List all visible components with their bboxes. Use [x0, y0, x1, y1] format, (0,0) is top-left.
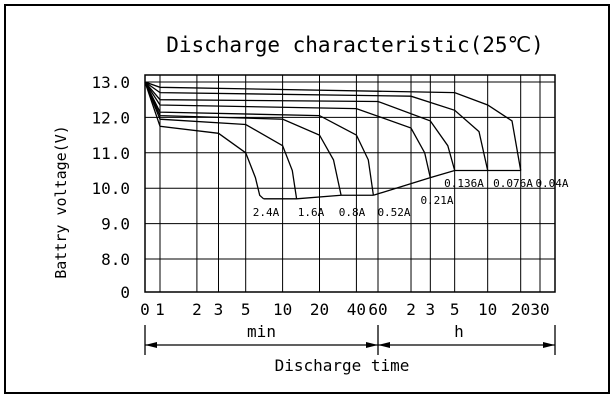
series-label: 2.4A	[253, 206, 280, 219]
series-label: 0.8A	[339, 206, 366, 219]
x-tick-label: 5	[450, 300, 460, 319]
x-tick-label: 0	[140, 300, 150, 319]
x-tick-label: 3	[426, 300, 436, 319]
y-axis-label: Battry voltage(V)	[52, 125, 70, 279]
x-tick-label: 2	[406, 300, 416, 319]
x-tick-label: 60	[368, 300, 387, 319]
y-tick-label: 0	[120, 283, 130, 302]
curve-0.076A	[144, 81, 489, 171]
arrowhead	[145, 342, 157, 348]
series-label: 0.21A	[420, 194, 453, 207]
x-tick-label: 20	[511, 300, 530, 319]
curve-0.8A	[144, 81, 342, 196]
y-tick-label: 10.0	[91, 179, 130, 198]
arrowhead	[366, 342, 378, 348]
series-label: 1.6A	[298, 206, 325, 219]
y-tick-label: 12.0	[91, 108, 130, 127]
cutoff-line-min	[263, 194, 374, 200]
x-tick-label: 3	[214, 300, 224, 319]
curves	[144, 81, 522, 200]
series-label: 0.136A	[444, 177, 484, 190]
x-tick-label: 2	[192, 300, 202, 319]
y-tick-label: 13.0	[91, 73, 130, 92]
y-tick-label: 8.0	[101, 250, 130, 269]
x-sections: min h	[144, 322, 556, 355]
series-label: 0.076A	[493, 177, 533, 190]
x-ticks: 0 1 2 3 5 10 20 40 60 2 3 5 10 20 30	[140, 300, 549, 319]
x-axis-label: Discharge time	[275, 356, 410, 375]
x-tick-label: 30	[530, 300, 549, 319]
x-tick-label: 20	[310, 300, 329, 319]
cutoff-line-h	[373, 169, 521, 196]
x-tick-label: 10	[273, 300, 292, 319]
series-labels: 2.4A 1.6A 0.8A 0.52A 0.21A 0.136A 0.076A 0.04A	[253, 177, 569, 219]
chart-frame	[4, 4, 610, 394]
y-tick-label: 9.0	[101, 215, 130, 234]
x-tick-label: 1	[155, 300, 165, 319]
section-label: h	[454, 322, 464, 341]
x-tick-label: 5	[241, 300, 251, 319]
curve-0.21A	[144, 81, 431, 178]
y-ticks: 0 8.0 9.0 10.0 11.0 12.0 13.0	[91, 73, 130, 302]
arrowhead	[543, 342, 555, 348]
arrowhead	[378, 342, 390, 348]
curve-1.6A	[144, 81, 298, 199]
y-tick-label: 11.0	[91, 144, 130, 163]
x-tick-label: 10	[478, 300, 497, 319]
curve-0.04A	[144, 81, 522, 171]
curve-0.52A	[144, 81, 375, 196]
series-label: 0.52A	[377, 206, 410, 219]
curve-0.136A	[144, 81, 456, 171]
series-label: 0.04A	[535, 177, 568, 190]
chart-title: Discharge characteristic(25℃)	[166, 33, 544, 57]
x-tick-label: 40	[347, 300, 366, 319]
curve-2.4A	[144, 81, 265, 200]
section-label: min	[247, 322, 276, 341]
